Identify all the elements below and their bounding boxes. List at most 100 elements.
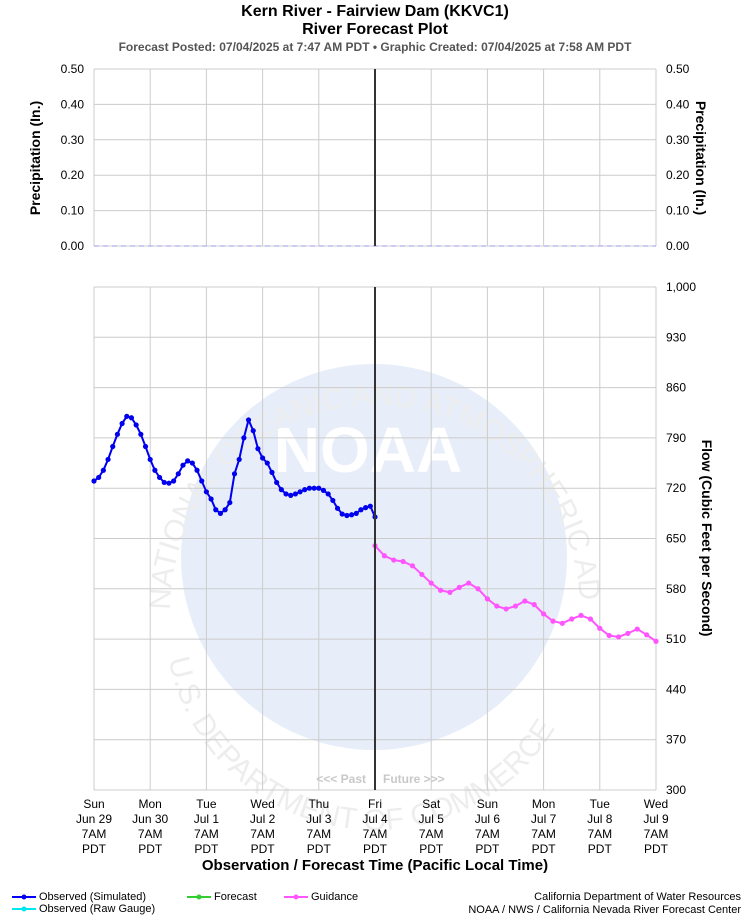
observed-point [171,478,177,484]
flow-xtick-text: PDT [82,842,107,856]
legend-forecast: Forecast [187,891,257,903]
legend-observed-raw-swatch [12,906,36,912]
observed-point [278,487,284,493]
flow-xtick-text: Tue [196,797,217,811]
flow-xtick-text: 7AM [194,827,219,841]
flow-xtick-text: Jul 5 [419,812,445,826]
flow-xtick-text: PDT [138,842,163,856]
observed-point [189,460,195,466]
observed-point [348,512,355,518]
flow-ylabel: Flow (Cubic Feet per Second) [699,440,715,637]
observed-point [236,456,242,463]
guidance-point [541,611,547,617]
observed-point [292,491,298,497]
observed-point [245,417,252,423]
legend-guidance-swatch [284,894,308,900]
observed-point [288,492,294,498]
future-label: Future >>> [383,772,445,786]
observed-point [334,505,341,511]
observed-point [133,422,139,428]
guidance-point [522,598,528,604]
guidance-point [437,587,444,593]
observed-point [114,431,121,437]
flow-panel: 300 370 440 510 580 650 720 790 860 930 1,000 Flow … [76,280,715,874]
guidance-point [653,638,659,644]
flow-ytick: 300 [666,783,686,797]
posted-line: Forecast Posted: 07/04/2025 at 7:47 AM P… [118,40,632,54]
guidance-point [644,632,650,638]
observed-point [363,505,369,511]
past-label: <<< Past [316,772,366,786]
flow-xtick-text: Jun 29 [76,812,112,826]
flow-xtick-text: 7AM [363,827,388,841]
guidance-point [409,563,416,569]
observed-point [175,471,181,477]
guidance-point [419,571,425,578]
observed-point [222,507,228,513]
footer-agency: California Department of Water Resources [534,891,741,903]
legend-guidance: Guidance [284,891,358,903]
observed-point [269,469,275,475]
observed-point [283,491,289,497]
observed-point [199,478,205,484]
precip-ytick-right: 0.40 [666,97,690,111]
flow-ytick: 440 [666,682,686,696]
observed-point [194,467,200,473]
observed-point [96,474,102,481]
guidance-point [400,558,406,565]
observed-point [166,480,172,486]
precip-ytick-left: 0.50 [61,62,85,76]
flow-xtick-text: Jun 30 [132,812,168,826]
flow-xtick-text: 7AM [306,827,331,841]
flow-xtick-text: 7AM [644,827,669,841]
chart-title: Kern River - Fairview Dam (KKVC1) [241,3,509,20]
precip-ytick-right: 0.50 [666,62,690,76]
guidance-point [466,580,472,586]
observed-point [302,487,308,493]
flow-ytick: 370 [666,733,686,747]
guidance-point [381,553,387,559]
precip-panel: 0.00 0.00 0.10 0.10 0.20 0.20 0.30 0.30 0.40 0.40… [27,62,709,253]
observed-point [124,413,130,419]
flow-xtick-text: Jul 7 [531,812,557,826]
observed-point [320,487,327,493]
observed-point [119,420,125,427]
observed-point [156,474,163,481]
guidance-point [578,612,584,618]
guidance-point [559,620,565,626]
legend-observed-raw-label: Observed (Raw Gauge) [39,903,156,915]
flow-xtick-text: Tue [590,797,611,811]
guidance-point [615,634,622,640]
guidance-point [447,589,453,595]
flow-xtick-text: PDT [644,842,669,856]
flow-xtick-text: PDT [194,842,219,856]
observed-point [91,478,97,484]
observed-point [260,455,266,461]
flow-xtick-text: 7AM [138,827,163,841]
observed-point [152,467,158,473]
guidance-point [606,632,612,639]
flow-xtick-text: Sun [83,797,104,811]
observed-point [203,489,209,495]
flow-xtick-text: Wed [644,797,668,811]
flow-xtick-text: PDT [532,842,557,856]
guidance-point [428,580,434,586]
observed-point [264,460,270,466]
observed-point [105,456,111,463]
flow-xtick-text: Sun [477,797,498,811]
flow-ytick: 580 [666,582,686,596]
guidance-point [597,625,603,631]
flow-ytick: 930 [666,330,686,344]
observed-point [274,479,280,486]
observed-point [241,435,247,441]
legend-observed-sim-swatch [12,894,36,900]
flow-xlabel: Observation / Forecast Time (Pacific Loc… [202,857,548,874]
guidance-point [475,586,481,592]
guidance-point [484,596,490,602]
